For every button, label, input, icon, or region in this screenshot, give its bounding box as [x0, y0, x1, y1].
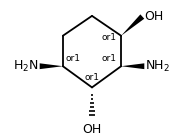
- Polygon shape: [40, 63, 63, 69]
- Text: H$_2$N: H$_2$N: [13, 59, 39, 74]
- Polygon shape: [121, 14, 144, 36]
- Text: or1: or1: [66, 54, 81, 63]
- Text: or1: or1: [102, 33, 117, 42]
- Text: or1: or1: [102, 54, 117, 63]
- Text: NH$_2$: NH$_2$: [145, 59, 170, 74]
- Text: or1: or1: [84, 73, 100, 82]
- Text: OH: OH: [144, 10, 164, 23]
- Polygon shape: [121, 63, 144, 69]
- Text: OH: OH: [82, 123, 102, 136]
